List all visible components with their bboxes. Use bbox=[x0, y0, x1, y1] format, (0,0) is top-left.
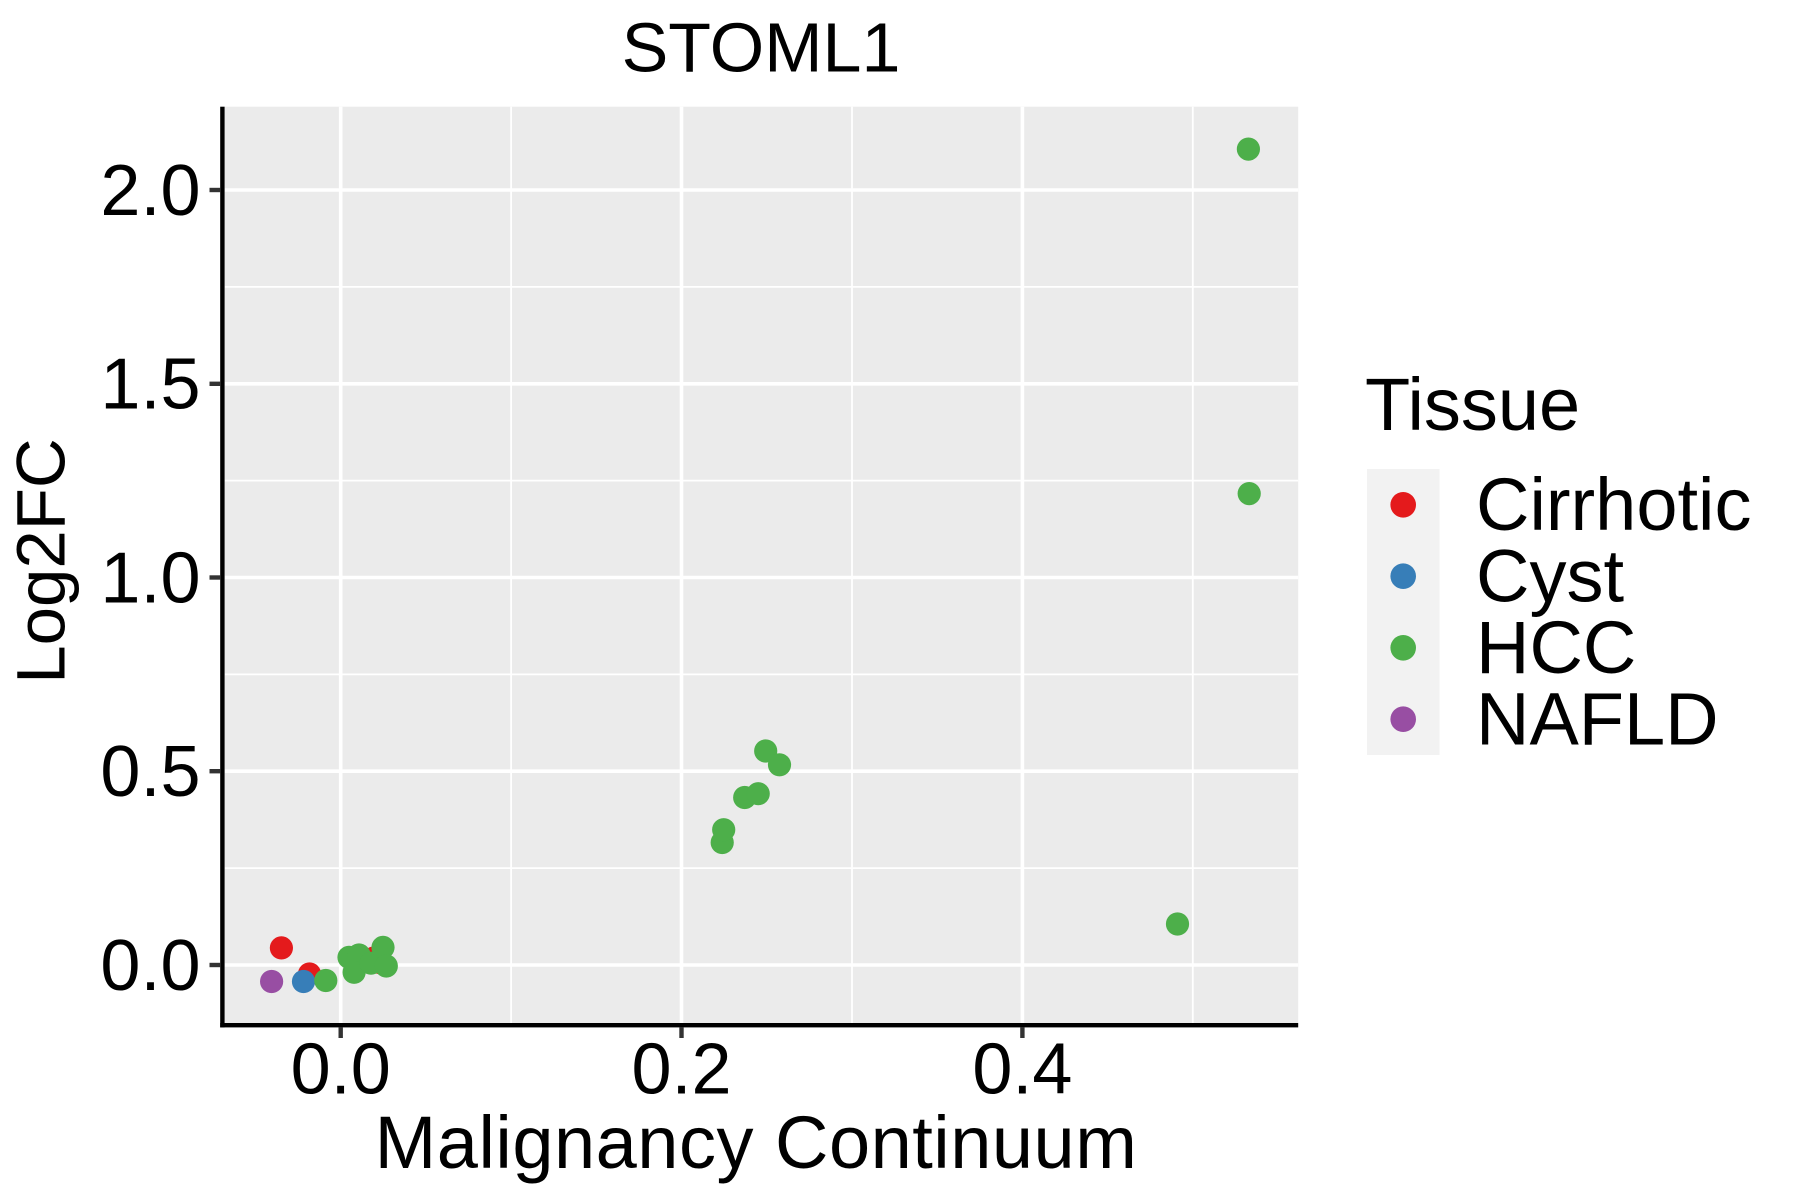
svg-text:STOML1: STOML1 bbox=[622, 9, 901, 87]
svg-text:Log2FC: Log2FC bbox=[3, 438, 80, 683]
svg-text:HCC: HCC bbox=[1476, 606, 1636, 689]
svg-text:Tissue: Tissue bbox=[1365, 363, 1580, 446]
svg-text:Cyst: Cyst bbox=[1476, 535, 1624, 618]
svg-text:Malignancy Continuum: Malignancy Continuum bbox=[375, 1101, 1138, 1184]
svg-text:2.0: 2.0 bbox=[100, 151, 200, 231]
svg-text:Cirrhotic: Cirrhotic bbox=[1476, 463, 1751, 546]
svg-text:1.5: 1.5 bbox=[100, 345, 200, 425]
svg-text:0.0: 0.0 bbox=[291, 1030, 391, 1110]
svg-text:0.0: 0.0 bbox=[100, 926, 200, 1006]
svg-text:NAFLD: NAFLD bbox=[1476, 678, 1719, 761]
svg-text:0.4: 0.4 bbox=[972, 1030, 1072, 1110]
svg-text:0.5: 0.5 bbox=[100, 732, 200, 812]
svg-text:0.2: 0.2 bbox=[631, 1030, 731, 1110]
svg-text:1.0: 1.0 bbox=[100, 538, 200, 618]
